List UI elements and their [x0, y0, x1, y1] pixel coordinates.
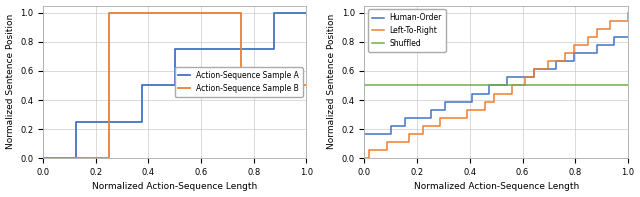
Human-Order	[611, 36, 618, 38]
Action-Sequence Sample A	[72, 157, 80, 159]
Action-Sequence Sample A	[39, 157, 47, 159]
Left-To-Right	[517, 84, 525, 87]
Action-Sequence Sample A	[171, 84, 179, 87]
Action-Sequence Sample A	[138, 121, 146, 123]
Left-To-Right	[414, 133, 422, 135]
Left-To-Right	[552, 60, 560, 62]
Left-To-Right	[624, 12, 632, 14]
Left-To-Right	[575, 44, 582, 46]
Shuffled	[588, 84, 596, 87]
Action-Sequence Sample B	[39, 157, 47, 159]
X-axis label: Normalized Action-Sequence Length: Normalized Action-Sequence Length	[92, 182, 257, 191]
Shuffled	[517, 84, 525, 87]
Left-To-Right	[588, 36, 596, 38]
Action-Sequence Sample A	[204, 48, 212, 50]
Action-Sequence Sample B	[303, 84, 310, 87]
Line: Action-Sequence Sample A: Action-Sequence Sample A	[43, 13, 307, 158]
Legend: Human-Order, Left-To-Right, Shuffled: Human-Order, Left-To-Right, Shuffled	[368, 9, 446, 52]
Action-Sequence Sample B	[237, 12, 244, 14]
Y-axis label: Normalized Sentence Position: Normalized Sentence Position	[6, 14, 15, 150]
Human-Order	[552, 60, 560, 62]
Human-Order	[360, 133, 368, 135]
Human-Order	[575, 52, 582, 54]
Shuffled	[575, 84, 582, 87]
Line: Human-Order: Human-Order	[364, 37, 628, 134]
Legend: Action-Sequence Sample A, Action-Sequence Sample B: Action-Sequence Sample A, Action-Sequenc…	[175, 67, 303, 97]
Action-Sequence Sample A	[269, 48, 277, 50]
Human-Order	[624, 36, 632, 38]
Action-Sequence Sample B	[105, 12, 113, 14]
Shuffled	[414, 84, 422, 87]
Action-Sequence Sample A	[72, 121, 80, 123]
Action-Sequence Sample A	[138, 84, 146, 87]
Action-Sequence Sample B	[237, 84, 244, 87]
Human-Order	[588, 52, 596, 54]
Line: Action-Sequence Sample B: Action-Sequence Sample B	[43, 13, 307, 158]
Shuffled	[360, 84, 368, 87]
Shuffled	[552, 84, 560, 87]
Y-axis label: Normalized Sentence Position: Normalized Sentence Position	[327, 14, 336, 150]
Human-Order	[445, 100, 453, 103]
X-axis label: Normalized Action-Sequence Length: Normalized Action-Sequence Length	[413, 182, 579, 191]
Left-To-Right	[360, 157, 368, 159]
Action-Sequence Sample B	[105, 157, 113, 159]
Action-Sequence Sample A	[204, 48, 212, 50]
Human-Order	[517, 76, 525, 79]
Shuffled	[624, 84, 632, 87]
Action-Sequence Sample A	[171, 48, 179, 50]
Human-Order	[414, 117, 422, 119]
Line: Left-To-Right: Left-To-Right	[364, 13, 628, 158]
Action-Sequence Sample A	[269, 12, 277, 14]
Left-To-Right	[445, 117, 453, 119]
Shuffled	[445, 84, 453, 87]
Action-Sequence Sample A	[303, 12, 310, 14]
